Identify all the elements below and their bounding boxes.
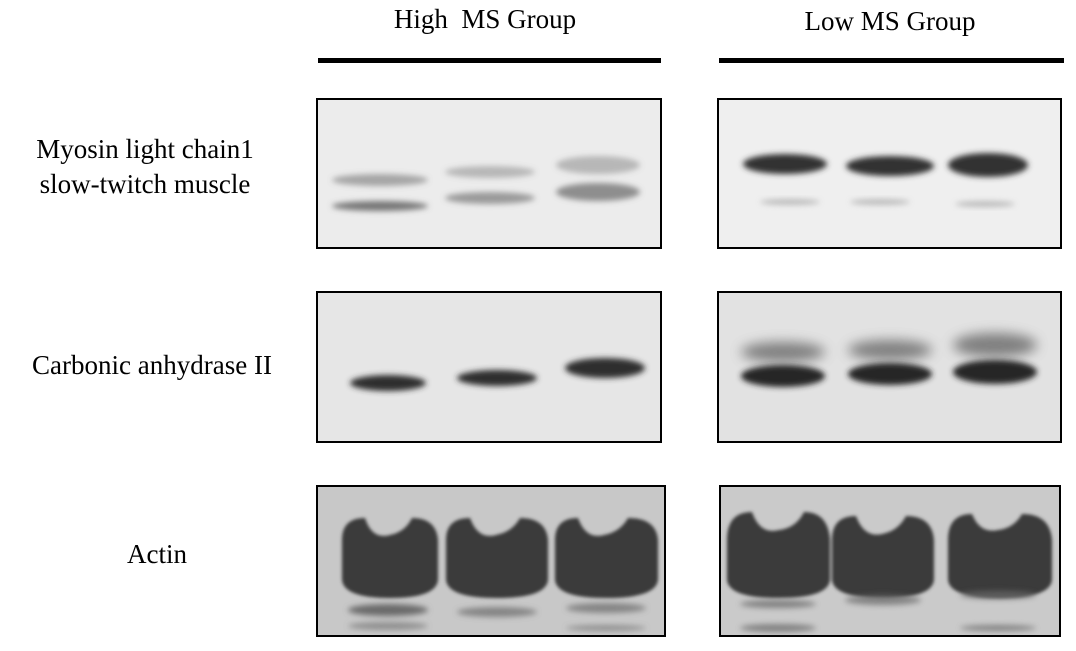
group-bar bbox=[318, 58, 661, 63]
blot-panel bbox=[316, 98, 662, 249]
blot-panel bbox=[717, 291, 1062, 443]
blot-panel bbox=[719, 485, 1061, 637]
blot-panel bbox=[316, 485, 666, 637]
blot-panel bbox=[717, 98, 1062, 249]
group-bar bbox=[719, 58, 1064, 63]
row-label: Actin bbox=[127, 539, 187, 569]
blot-panel bbox=[316, 291, 662, 443]
row-label: Myosin light chain1 bbox=[36, 134, 254, 164]
row-label: slow-twitch muscle bbox=[40, 169, 251, 199]
group-label: High MS Group bbox=[394, 4, 576, 34]
row-label: Carbonic anhydrase II bbox=[32, 350, 272, 380]
group-label: Low MS Group bbox=[804, 6, 975, 36]
